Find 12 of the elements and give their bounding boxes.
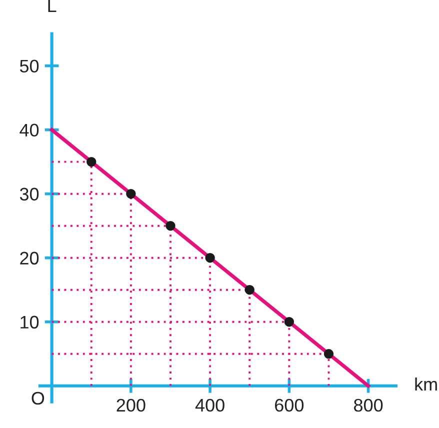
x-tick-label: 600: [275, 398, 304, 412]
annotation: O: [32, 392, 44, 405]
y-tick-label: 20: [20, 252, 39, 265]
x-tick-label: 200: [116, 398, 146, 412]
y-axis-title: L: [48, 0, 56, 12]
y-tick-label: 40: [20, 124, 39, 137]
y-tick-label: 30: [20, 188, 39, 201]
y-tick-label: 50: [20, 60, 39, 73]
y-tick-label: 10: [20, 316, 39, 329]
x-tick-label: 800: [354, 398, 383, 412]
x-tick-label: 400: [195, 398, 224, 412]
x-axis-title: km: [415, 377, 437, 391]
